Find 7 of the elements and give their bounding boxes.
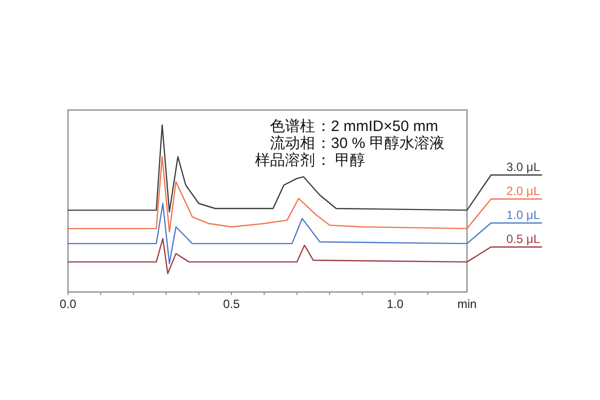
x-axis-title: min: [457, 297, 477, 311]
x-tick-label: 0.0: [60, 297, 77, 311]
x-tick-label: 0.5: [223, 297, 240, 311]
annotation: 色谱柱：2 mmID×50 mm: [270, 118, 438, 135]
x-tick-label: 1.0: [386, 297, 404, 311]
annotation: 流动相：30 % 甲醇水溶液: [270, 135, 444, 152]
annotation: 样品溶剂： 甲醇: [255, 152, 366, 169]
